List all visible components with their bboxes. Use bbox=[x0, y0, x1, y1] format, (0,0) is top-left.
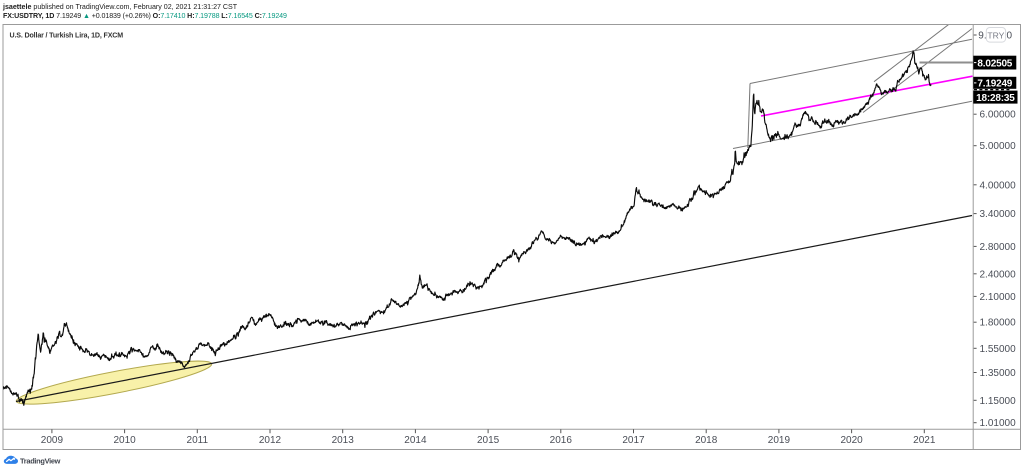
svg-text:U.S. Dollar / Turkish Lira, 1D: U.S. Dollar / Turkish Lira, 1D, FXCM bbox=[10, 31, 124, 39]
svg-text:2012: 2012 bbox=[259, 435, 282, 446]
svg-text:1.35000: 1.35000 bbox=[980, 368, 1017, 379]
svg-text:3.40000: 3.40000 bbox=[980, 209, 1017, 220]
svg-text:2016: 2016 bbox=[550, 435, 573, 446]
svg-text:18:28:35: 18:28:35 bbox=[976, 93, 1015, 104]
svg-text:2013: 2013 bbox=[332, 435, 355, 446]
svg-text:2019: 2019 bbox=[768, 435, 791, 446]
svg-text:2017: 2017 bbox=[622, 435, 645, 446]
svg-text:2009: 2009 bbox=[41, 435, 64, 446]
svg-text:2010: 2010 bbox=[113, 435, 136, 446]
svg-text:2018: 2018 bbox=[695, 435, 718, 446]
svg-text:0: 0 bbox=[1007, 31, 1013, 42]
svg-text:4.00000: 4.00000 bbox=[980, 180, 1017, 191]
svg-text:FX:USDTRY, 1D 7.19249 ▲ +0.01: FX:USDTRY, 1D 7.19249 ▲ +0.01839 (+0.26%… bbox=[3, 12, 287, 20]
svg-text:8.02505: 8.02505 bbox=[977, 58, 1012, 69]
svg-text:2015: 2015 bbox=[477, 435, 500, 446]
svg-text:1.01000: 1.01000 bbox=[980, 418, 1017, 429]
svg-text:1.15000: 1.15000 bbox=[980, 396, 1017, 407]
svg-text:TRY: TRY bbox=[987, 30, 1004, 40]
svg-text:2014: 2014 bbox=[404, 435, 427, 446]
svg-text:6.00000: 6.00000 bbox=[980, 110, 1017, 121]
svg-text:TradingView: TradingView bbox=[20, 456, 61, 465]
svg-text:2.10000: 2.10000 bbox=[980, 292, 1017, 303]
svg-text:1.55000: 1.55000 bbox=[980, 344, 1017, 355]
svg-text:1.80000: 1.80000 bbox=[980, 318, 1017, 329]
svg-text:2.80000: 2.80000 bbox=[980, 242, 1017, 253]
svg-text:7.19249: 7.19249 bbox=[977, 78, 1012, 89]
svg-text:5.00000: 5.00000 bbox=[980, 141, 1017, 152]
svg-text:2.40000: 2.40000 bbox=[980, 269, 1017, 280]
svg-text:2011: 2011 bbox=[187, 435, 209, 446]
svg-text:jsaettele published on Trading: jsaettele published on TradingView.com, … bbox=[2, 3, 238, 11]
svg-text:2021: 2021 bbox=[913, 435, 936, 446]
svg-text:9.: 9. bbox=[978, 31, 986, 42]
svg-text:2020: 2020 bbox=[840, 435, 863, 446]
